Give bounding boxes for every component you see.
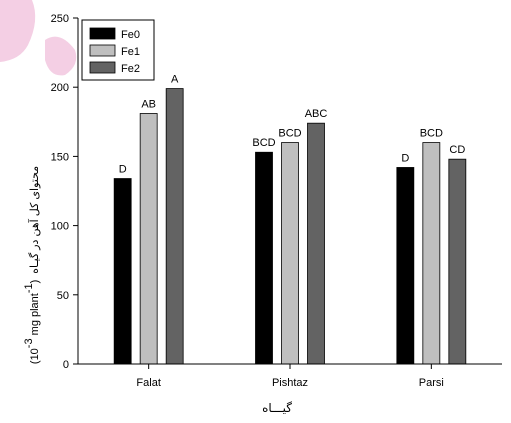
bar — [307, 122, 325, 365]
bar — [448, 158, 467, 365]
legend-label: Fe2 — [121, 63, 140, 75]
x-tick-label: Parsi — [419, 377, 444, 389]
bar-label: BCD — [420, 128, 443, 140]
svg-text:(10-3 mg plant-1)محتوای کل آهن: (10-3 mg plant-1) محتوای کل آهن در گیـاه — [23, 166, 41, 364]
y-tick-label: 250 — [51, 13, 69, 25]
bar-label: ABC — [305, 108, 328, 120]
bar — [165, 88, 184, 365]
bar-label: CD — [449, 144, 465, 156]
x-tick-label: Falat — [136, 377, 160, 389]
y-axis-persian-label: محتوای کل آهن در گیـاه — [27, 166, 41, 274]
legend-swatch — [89, 61, 116, 74]
y-tick-label: 50 — [57, 290, 69, 302]
bar-label: BCD — [252, 137, 275, 149]
bar — [281, 142, 299, 365]
bar-label: BCD — [278, 128, 301, 140]
legend-swatch — [89, 44, 116, 57]
y-axis-units-prefix: (10 — [29, 348, 41, 364]
bar-label: D — [401, 152, 409, 164]
axes: 0 50 100 150 200 250 Falat Pishtaz Parsi — [51, 13, 502, 389]
bar — [113, 178, 132, 365]
legend: Fe0 Fe1 Fe2 — [81, 19, 155, 81]
y-axis-title: (10-3 mg plant-1) محتوای کل آهن در گیـاه — [23, 166, 41, 364]
y-tick-label: 200 — [51, 82, 69, 94]
bar — [396, 167, 415, 365]
y-axis-units-exp1: -3 — [23, 338, 35, 348]
x-tick-label: Pishtaz — [272, 377, 308, 389]
watermark-logo — [0, 0, 77, 76]
bar — [422, 142, 441, 365]
y-axis-units-exp2: -1 — [23, 283, 35, 293]
x-axis-title: گیـــاه — [262, 401, 292, 415]
y-axis-units-mid: mg plant — [29, 293, 41, 338]
legend-swatch — [89, 27, 116, 40]
y-tick-label: 100 — [51, 221, 69, 233]
legend-label: Fe0 — [121, 29, 140, 41]
legend-label: Fe1 — [121, 46, 140, 58]
bar — [255, 151, 273, 365]
bar-label: D — [119, 164, 127, 176]
y-tick-label: 0 — [63, 359, 69, 371]
bar — [139, 113, 158, 365]
bar-label: AB — [141, 98, 156, 110]
y-tick-label: 150 — [51, 151, 69, 163]
y-axis-units-suffix: ) — [29, 280, 41, 284]
bar-label: A — [171, 74, 179, 86]
